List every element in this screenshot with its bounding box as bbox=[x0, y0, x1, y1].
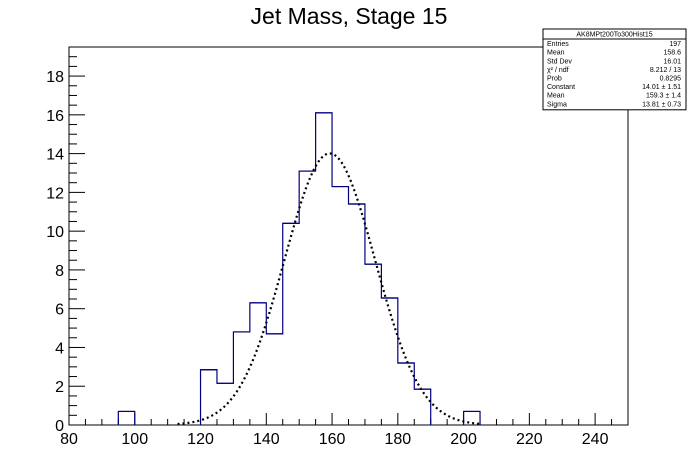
x-tick-label: 240 bbox=[582, 431, 609, 448]
y-tick-label: 16 bbox=[46, 108, 64, 125]
stats-box-title: AK8MPt200To300Hist15 bbox=[576, 32, 652, 39]
y-tick-label: 6 bbox=[55, 302, 64, 319]
stats-box-frame bbox=[542, 28, 687, 111]
stats-row-label: Sigma bbox=[547, 101, 567, 108]
y-tick-label: 18 bbox=[46, 69, 64, 86]
chart-title: Jet Mass, Stage 15 bbox=[251, 3, 448, 29]
y-tick-label: 4 bbox=[55, 340, 64, 357]
y-tick-label: 12 bbox=[46, 185, 64, 202]
x-tick-label: 200 bbox=[450, 431, 477, 448]
y-tick-label: 14 bbox=[46, 147, 64, 164]
stats-row-value: 16.01 bbox=[663, 58, 681, 65]
stats-box: AK8MPt200To300Hist15 Entries 197 Mean 158.6 S… bbox=[542, 28, 687, 111]
y-tick-label: 0 bbox=[55, 418, 64, 435]
gaussian-fit-curve bbox=[177, 152, 482, 426]
stats-row-value: 13.81 ± 0.73 bbox=[642, 101, 681, 108]
stats-row-label: Constant bbox=[547, 84, 575, 91]
x-tick-label: 160 bbox=[319, 431, 346, 448]
stats-row-label: Std Dev bbox=[547, 58, 572, 65]
x-tick-label: 80 bbox=[60, 431, 78, 448]
stats-row-value: 8.212 / 13 bbox=[650, 67, 681, 74]
stats-row-label: Prob bbox=[547, 76, 562, 83]
stats-row-label: Mean bbox=[547, 93, 565, 100]
stats-row-value: 159.3 ± 1.4 bbox=[646, 93, 681, 100]
stats-row-label: χ² / ndf bbox=[547, 67, 569, 74]
x-tick-label: 140 bbox=[253, 431, 280, 448]
stats-row-label: Mean bbox=[547, 50, 565, 57]
stats-row-value: 14.01 ± 1.51 bbox=[642, 84, 681, 91]
x-tick-label: 120 bbox=[187, 431, 214, 448]
y-tick-label: 10 bbox=[46, 224, 64, 241]
stats-row-label: Entries bbox=[547, 41, 569, 48]
stats-row-value: 0.8295 bbox=[660, 76, 682, 83]
x-tick-label: 100 bbox=[121, 431, 148, 448]
x-tick-label: 220 bbox=[516, 431, 543, 448]
stats-row-value: 158.6 bbox=[663, 50, 681, 57]
y-tick-label: 8 bbox=[55, 263, 64, 280]
x-tick-label: 180 bbox=[384, 431, 411, 448]
y-tick-label: 2 bbox=[55, 379, 64, 396]
plot-area: 80 100 120 140 160 180 200 220 240 0 2 4 6 8 10 12 14 16 1… bbox=[46, 46, 629, 448]
stats-row-value: 197 bbox=[669, 41, 681, 48]
